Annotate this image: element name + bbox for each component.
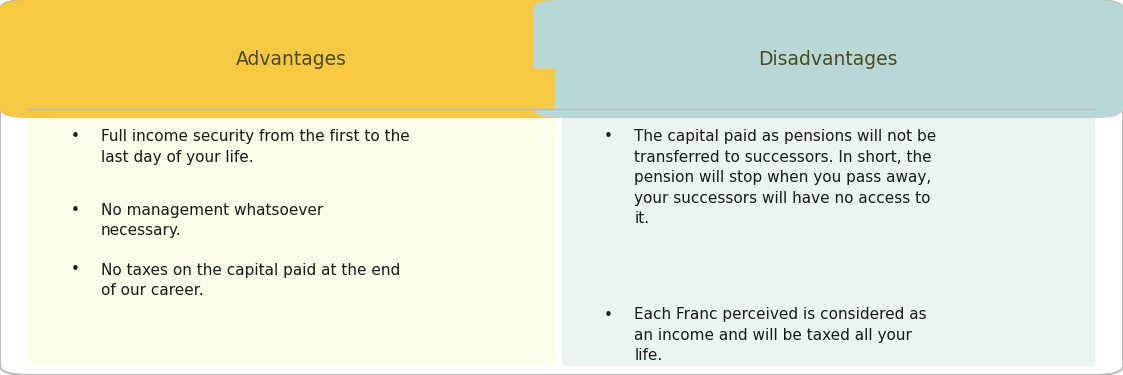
Text: No management whatsoever
necessary.: No management whatsoever necessary. bbox=[101, 202, 323, 238]
Text: Each Franc perceived is considered as
an income and will be taxed all your
life.: Each Franc perceived is considered as an… bbox=[634, 308, 928, 363]
Bar bbox=[562, 69, 1095, 109]
Text: Advantages: Advantages bbox=[236, 50, 347, 69]
Text: Full income security from the first to the
last day of your life.: Full income security from the first to t… bbox=[101, 129, 410, 165]
Text: The capital paid as pensions will not be
transferred to successors. In short, th: The capital paid as pensions will not be… bbox=[634, 129, 937, 226]
Bar bbox=[562, 109, 1095, 366]
Text: •: • bbox=[604, 308, 613, 322]
Bar bbox=[28, 109, 555, 366]
Text: •: • bbox=[71, 129, 80, 144]
FancyBboxPatch shape bbox=[533, 0, 1123, 118]
Text: No taxes on the capital paid at the end
of our career.: No taxes on the capital paid at the end … bbox=[101, 262, 400, 298]
Text: Disadvantages: Disadvantages bbox=[758, 50, 898, 69]
Bar bbox=[28, 69, 555, 109]
Text: •: • bbox=[71, 262, 80, 278]
Text: •: • bbox=[71, 202, 80, 217]
Text: •: • bbox=[604, 129, 613, 144]
FancyBboxPatch shape bbox=[0, 0, 583, 118]
